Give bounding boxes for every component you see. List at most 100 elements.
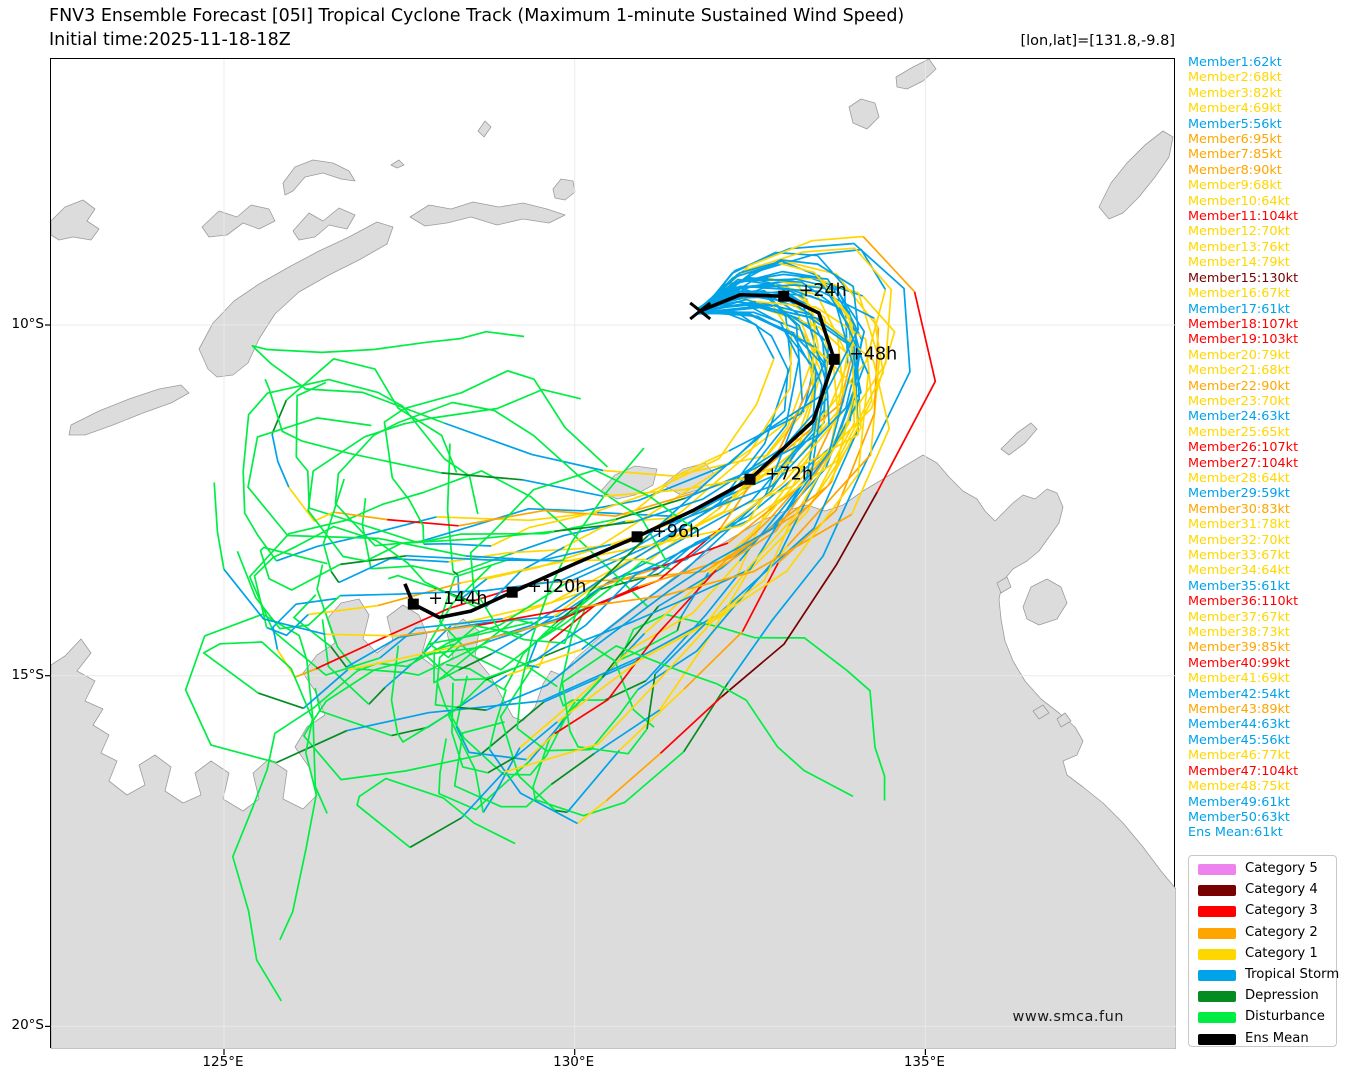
member-intensity-item: Member27:104kt [1188,455,1299,471]
member-intensity-item: Member2:68kt [1188,70,1282,86]
member-track [705,525,790,625]
member-intensity-item: Member48:75kt [1188,779,1290,795]
member-track [778,262,856,482]
member-track [330,646,348,668]
member-intensity-item: Member39:85kt [1188,640,1290,656]
member-track [589,535,649,593]
member-track [482,747,521,814]
member-track [465,543,611,562]
member-track [294,668,317,678]
member-track [717,336,858,511]
member-track [236,550,341,630]
member-track [452,570,459,576]
member-track [223,568,326,636]
member-track [441,472,523,481]
track-hour-label: +24h [799,281,847,301]
legend-label: Tropical Storm [1245,967,1340,982]
member-track [368,686,386,705]
member-track [213,482,225,570]
member-track [340,302,800,597]
member-intensity-item: Member10:64kt [1188,193,1290,209]
member-track [487,756,516,774]
member-track [514,721,558,758]
member-track [536,560,671,642]
member-intensity-item: Member44:63kt [1188,717,1290,733]
ensemble-mean-intensity: Ens Mean:61kt [1188,825,1283,841]
member-intensity-item: Member18:107kt [1188,316,1299,332]
member-track [522,478,604,498]
track-map-svg: +24h +48h +72h +96h +120h +144h [45,59,1176,1055]
mean-track-marker [828,353,840,365]
member-intensity-item: Member1:62kt [1188,55,1282,70]
member-intensity-item: Member26:107kt [1188,440,1299,456]
member-track [638,485,829,588]
member-track [721,491,879,698]
member-track [576,800,607,825]
member-track [543,658,642,703]
legend-item: Disturbance [1189,1007,1336,1028]
member-track [460,318,885,584]
member-track [553,299,816,618]
member-track [443,422,604,472]
track-hour-label: +72h [765,464,813,484]
member-track [322,478,346,572]
member-intensity-item: Member40:99kt [1188,655,1290,671]
member-track [683,630,744,690]
member-intensity-item: Member32:70kt [1188,532,1290,548]
member-intensity-item: Member12:70kt [1188,224,1290,240]
legend-label: Category 2 [1245,924,1318,940]
member-intensity-item: Member45:56kt [1188,732,1290,748]
member-track [488,748,578,825]
track-hour-label: +96h [652,522,700,542]
member-intensity-item: Member4:69kt [1188,101,1282,117]
member-track [455,675,468,727]
x-tick-label: 130°E [553,1054,595,1070]
member-intensity-item: Member33:67kt [1188,548,1290,563]
legend-item: Depression [1189,986,1336,1007]
member-track [768,276,817,383]
legend-swatch-cat4 [1198,885,1236,897]
member-track [433,643,460,684]
member-intensity-item: Member23:70kt [1188,393,1290,409]
member-track [333,511,388,521]
member-track [340,554,407,566]
chart-subtitle: Initial time:2025-11-18-18Z [49,30,291,50]
landmass [198,221,394,378]
member-track [707,286,829,574]
member-intensity-item: Member9:68kt [1188,178,1282,194]
member-track [516,447,645,752]
member-track [438,557,602,671]
member-track [361,498,510,576]
member-track [321,619,370,705]
member-track [555,809,568,814]
member-track [456,706,487,711]
member-track [475,606,577,627]
member-track [247,417,466,557]
legend-label: Depression [1245,988,1319,1004]
member-track [436,511,597,522]
member-track [699,305,824,321]
member-track [387,574,435,589]
member-track [458,491,696,527]
member-track [460,771,505,819]
member-intensity-item: Member38:73kt [1188,625,1290,641]
member-track [356,777,516,849]
member-intensity-item: Member47:104kt [1188,763,1299,779]
legend-swatch-cat2 [1198,927,1236,939]
track-hour-label: +120h [527,577,586,597]
member-track [786,453,872,547]
member-intensity-item: Member19:103kt [1188,332,1299,348]
member-track [485,285,854,711]
member-intensity-item: Member36:110kt [1188,594,1299,610]
legend-swatch-dep [1198,991,1236,1003]
mean-track-marker [631,531,643,543]
member-track [259,546,341,591]
member-intensity-item: Member24:63kt [1188,409,1290,425]
landmass [848,98,880,130]
member-intensity-item: Member13:76kt [1188,239,1290,255]
member-intensity-item: Member17:61kt [1188,301,1290,317]
y-tick-label: 20°S [11,1017,45,1034]
member-track [554,521,634,533]
member-track [409,817,462,849]
